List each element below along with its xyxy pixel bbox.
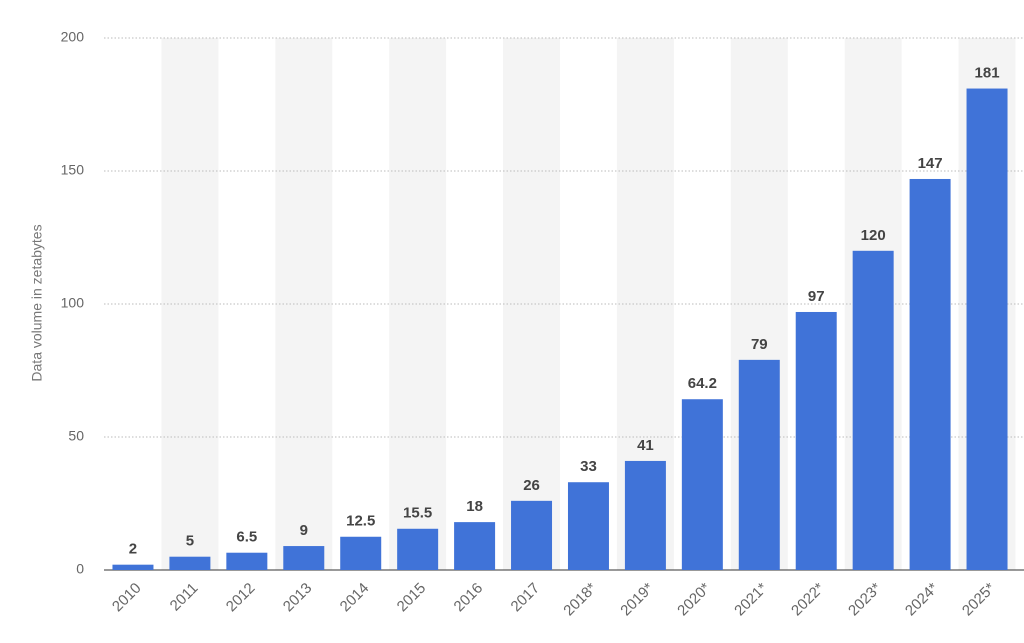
value-label: 147 [918, 155, 943, 172]
bar [567, 482, 609, 570]
x-tick-label: 2020* [674, 580, 714, 620]
bar [397, 528, 439, 570]
value-label: 18 [466, 498, 483, 515]
x-tick-label: 2016 [451, 580, 487, 616]
value-label: 120 [861, 227, 886, 244]
value-label: 97 [808, 288, 825, 305]
value-label: 9 [300, 522, 308, 539]
x-tick-label: 2025* [959, 580, 999, 620]
x-tick-label: 2014 [337, 580, 373, 616]
x-tick-label: 2022* [788, 580, 828, 620]
bar [738, 359, 780, 570]
x-tick-label: 2015 [394, 580, 430, 616]
x-tick-label: 2023* [845, 580, 885, 620]
y-tick-label: 150 [61, 162, 85, 178]
bar [226, 552, 268, 570]
bar [340, 536, 382, 570]
x-tick-label: 2013 [280, 580, 316, 616]
value-label: 64.2 [688, 375, 717, 392]
x-tick-label: 2018* [560, 580, 600, 620]
value-label: 79 [751, 336, 768, 353]
value-label: 5 [186, 533, 194, 550]
x-tick-label: 2012 [223, 580, 259, 616]
value-label: 2 [129, 541, 137, 558]
value-label: 41 [637, 437, 654, 454]
x-tick-label: 2024* [902, 580, 942, 620]
bar [454, 522, 496, 570]
value-label: 181 [975, 65, 1000, 82]
x-tick-label: 2019* [617, 580, 657, 620]
bar [283, 546, 325, 570]
bar [624, 460, 666, 570]
y-tick-label: 0 [76, 561, 84, 577]
value-label: 12.5 [346, 513, 375, 530]
bar [795, 311, 837, 570]
x-tick-label: 2017 [508, 580, 544, 616]
x-tick-label: 2011 [167, 580, 202, 615]
bar [681, 399, 723, 570]
value-label: 6.5 [236, 529, 257, 546]
y-tick-label: 200 [61, 29, 85, 45]
value-label: 15.5 [403, 505, 432, 522]
bar [966, 88, 1008, 570]
bar [112, 564, 154, 570]
value-label: 33 [580, 458, 597, 475]
bar [511, 500, 553, 570]
y-tick-label: 50 [68, 428, 84, 444]
y-axis-label: Data volume in zetabytes [29, 224, 45, 381]
bar [169, 556, 211, 570]
value-label: 26 [523, 477, 540, 494]
bar [852, 250, 894, 571]
x-tick-label: 2021* [731, 580, 771, 620]
bar [909, 178, 951, 571]
y-tick-label: 100 [61, 295, 85, 311]
x-tick-label: 2010 [109, 580, 145, 616]
